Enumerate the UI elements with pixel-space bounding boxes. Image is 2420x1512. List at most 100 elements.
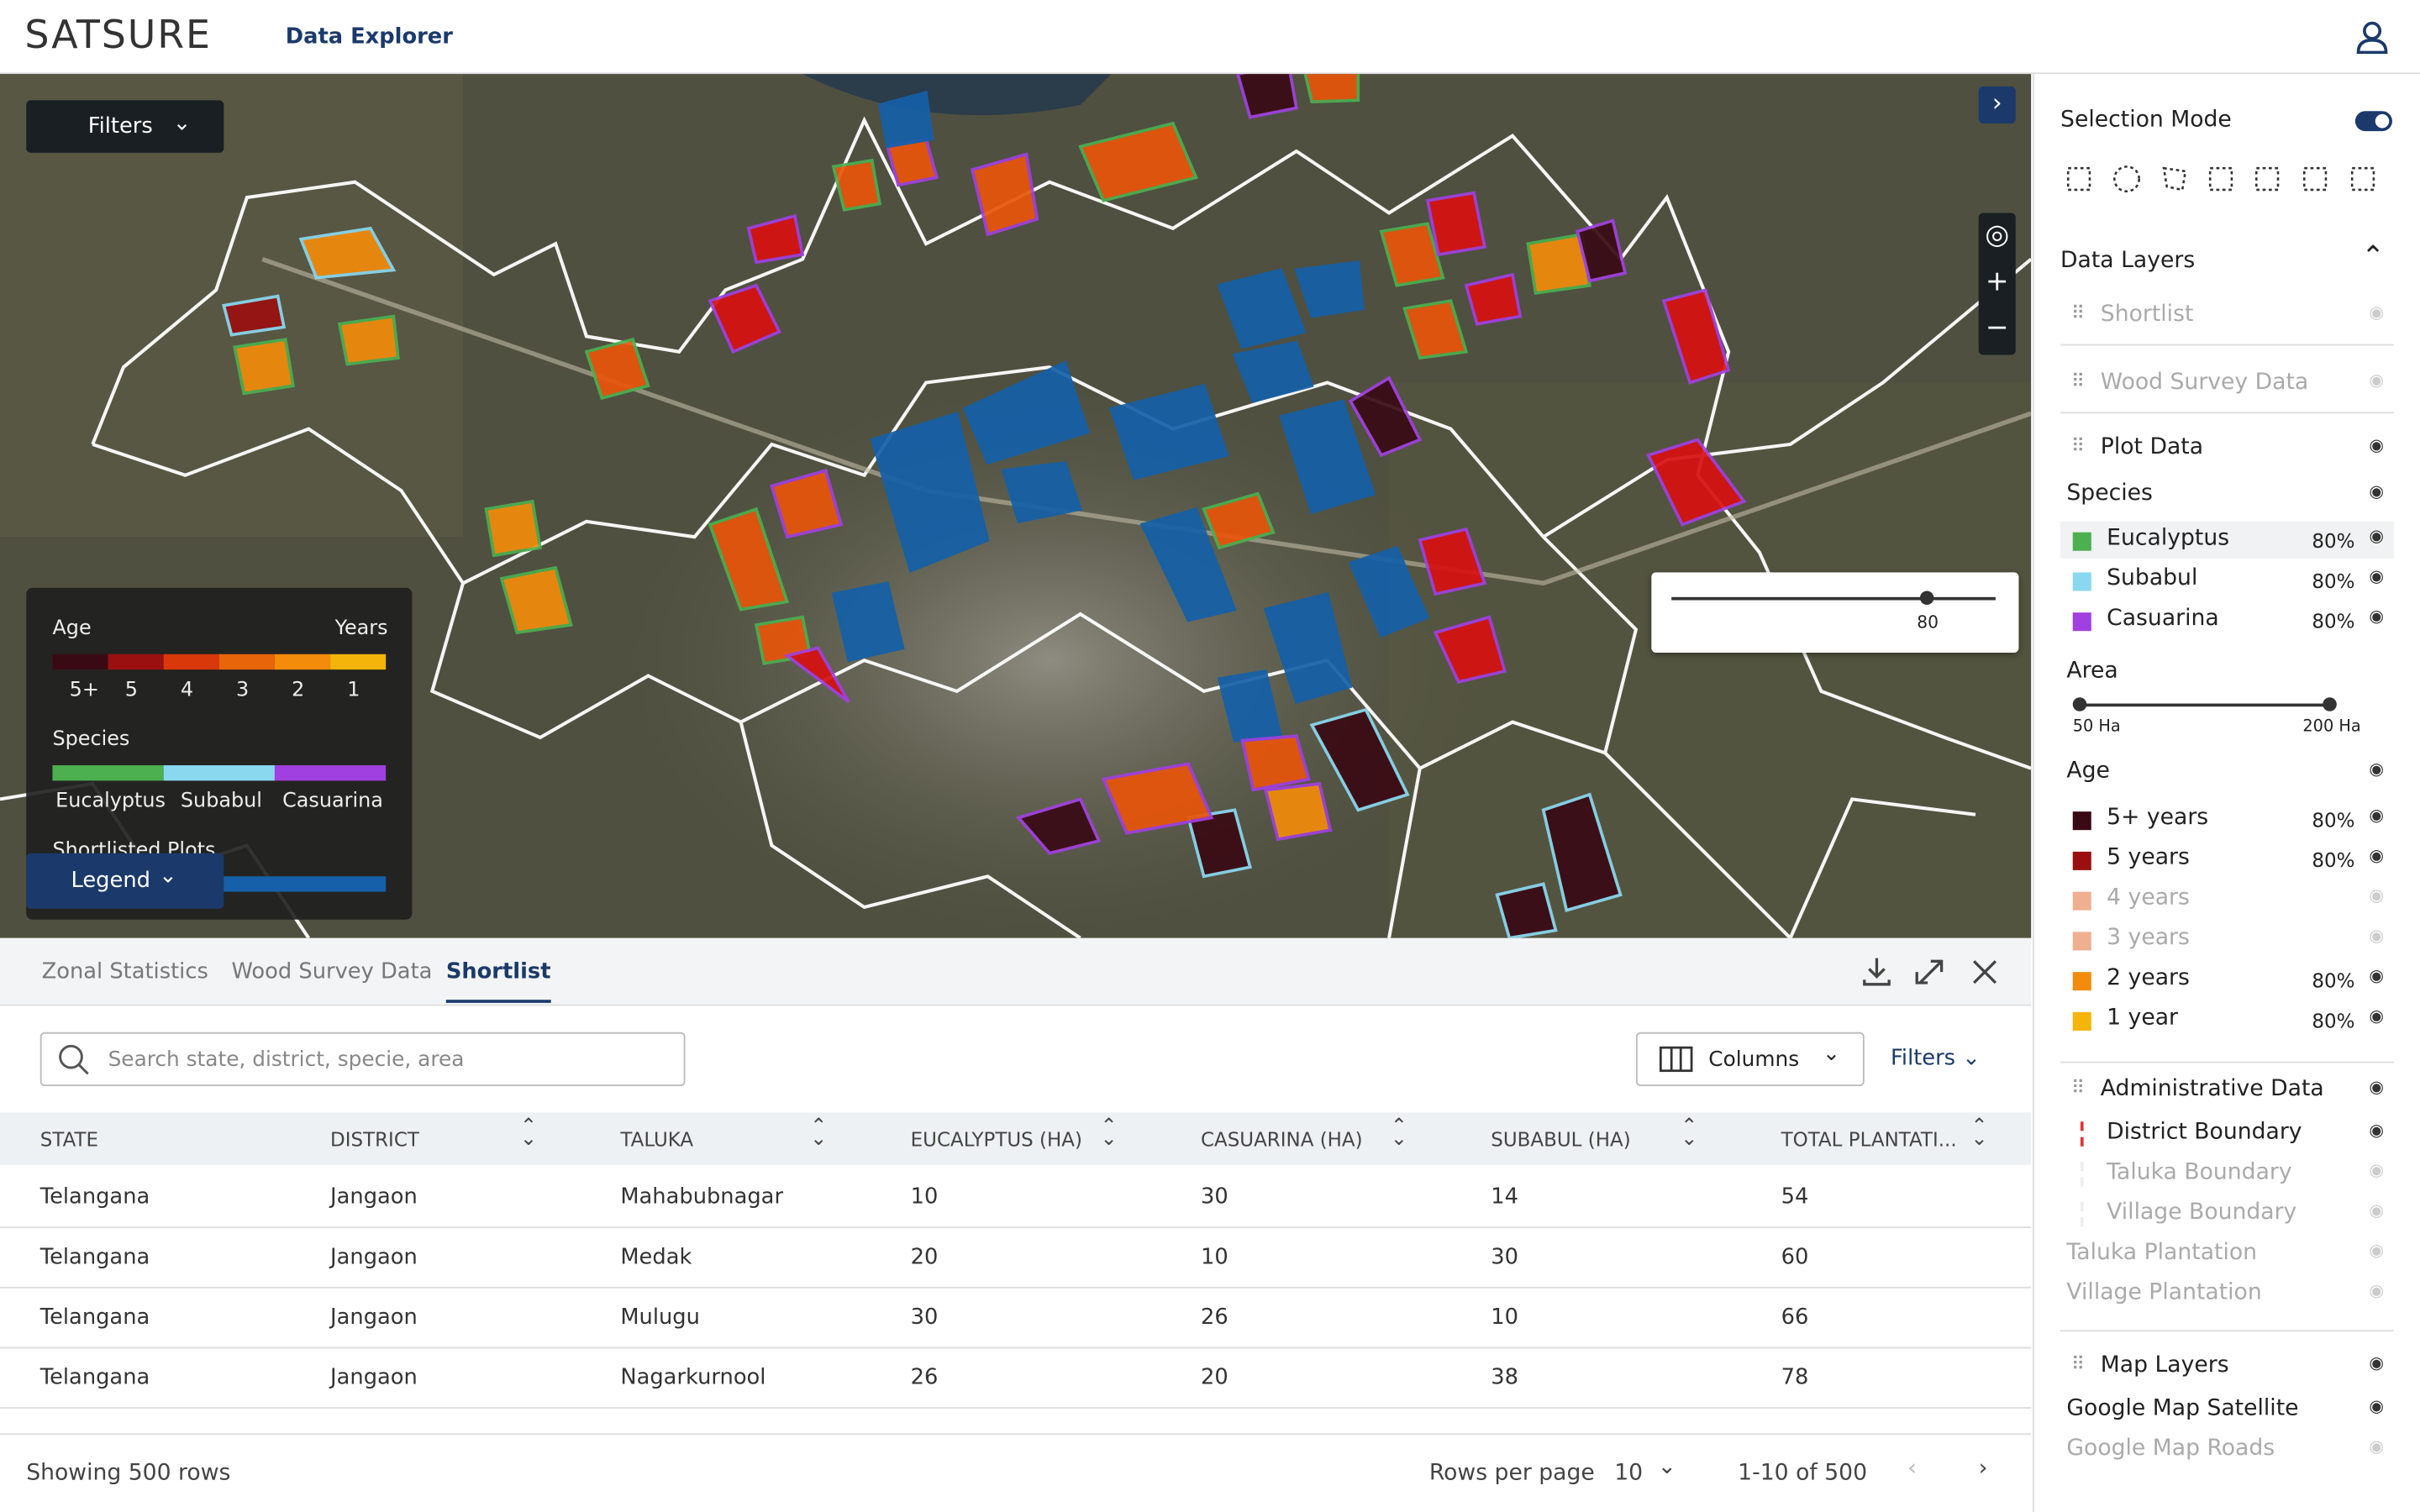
layer-item[interactable]: Casuarina 80% ◉ — [2034, 601, 2420, 638]
map[interactable]: Filters ⌄ › ◎ + − Age Years 5+ 5 4 3 2 1 Species Euc… — [0, 74, 2032, 938]
visibility-icon[interactable]: ◉ — [2369, 370, 2385, 391]
sort-icon[interactable]: ⌃ ⌄ — [810, 1115, 828, 1152]
selection-tools[interactable] — [2065, 164, 2390, 201]
area-thumb[interactable] — [2323, 697, 2337, 711]
visibility-icon[interactable]: ◉ — [2369, 965, 2385, 986]
visibility-icon[interactable]: ◉ — [2369, 566, 2385, 586]
layer-item[interactable]: ⠿ Shortlist ◉ — [2034, 297, 2420, 334]
layer-item[interactable]: 5+ years 80% ◉ — [2034, 801, 2420, 837]
visibility-icon[interactable]: ◉ — [2369, 481, 2385, 501]
zoom-out[interactable]: − — [1985, 312, 2009, 344]
visibility-icon[interactable]: ◉ — [2369, 526, 2385, 547]
layer-item[interactable]: Species ◉ — [2034, 477, 2420, 514]
slider-thumb[interactable] — [1919, 591, 1934, 606]
layer-item[interactable]: ⠿ Plot Data ◉ — [2034, 430, 2420, 467]
layer-item[interactable]: 5 years 80% ◉ — [2034, 841, 2420, 878]
tab-bar: Zonal Statistics Wood Survey Data Shortlis… — [0, 937, 2032, 1006]
visibility-icon[interactable]: ◉ — [2369, 1396, 2385, 1417]
search-box[interactable]: Search state, district, specie, area — [39, 1032, 686, 1087]
species-label: Eucalyptus — [55, 790, 166, 813]
filters-label: Filters — [1891, 1046, 1956, 1071]
table-cell: Mulugu — [620, 1305, 700, 1331]
visibility-icon[interactable]: ◉ — [2369, 606, 2385, 627]
layer-label: 2 years — [2107, 965, 2190, 991]
visibility-icon[interactable]: ◉ — [2369, 1200, 2385, 1221]
layer-item[interactable]: 4 years ◉ — [2034, 881, 2420, 918]
layer-item[interactable]: Taluka Boundary ◉ — [2034, 1156, 2420, 1193]
layer-item[interactable]: Taluka Plantation ◉ — [2034, 1236, 2420, 1273]
visibility-icon[interactable]: ◉ — [2369, 1240, 2385, 1261]
area-thumb[interactable] — [2072, 697, 2087, 711]
user-icon[interactable] — [2355, 20, 2389, 55]
layer-item[interactable]: Subabul 80% ◉ — [2034, 562, 2420, 599]
visibility-icon[interactable]: ◉ — [2369, 805, 2385, 826]
plot — [1101, 762, 1214, 835]
plot — [1495, 882, 1558, 938]
layer-item[interactable]: Area — [2034, 654, 2420, 691]
visibility-icon[interactable]: ◉ — [2369, 1280, 2385, 1301]
prev-page[interactable]: ‹ — [1907, 1456, 1917, 1482]
layer-item[interactable]: ⠿ Wood Survey Data ◉ — [2034, 365, 2420, 402]
filters-button[interactable]: Filters ⌄ — [26, 100, 224, 153]
visibility-icon[interactable]: ◉ — [2369, 434, 2385, 455]
layer-item[interactable]: Village Boundary ◉ — [2034, 1195, 2420, 1232]
tab[interactable]: Wood Survey Data — [231, 959, 433, 984]
tab[interactable]: Zonal Statistics — [41, 959, 208, 984]
table-filters[interactable]: Filters ⌄ — [1891, 1046, 1981, 1071]
plot — [870, 411, 990, 574]
layer-item[interactable]: Age ◉ — [2034, 754, 2420, 791]
page-size[interactable]: 10 — [1614, 1461, 1644, 1486]
locate[interactable]: ◎ — [1985, 218, 2010, 252]
sidebar: Selection Mode Data Layers ⌃ ⠿ Shortlist ◉… — [2032, 74, 2420, 1512]
layer-item[interactable]: ⠿ Administrative Data ◉ — [2034, 1073, 2420, 1110]
layer-item[interactable]: 1 year 80% ◉ — [2034, 1001, 2420, 1038]
layer-item[interactable]: 3 years ◉ — [2034, 921, 2420, 958]
collapse-button[interactable]: › — [1978, 86, 2016, 123]
visibility-icon[interactable]: ◉ — [2369, 845, 2385, 866]
layer-item[interactable]: Village Plantation ◉ — [2034, 1276, 2420, 1313]
visibility-icon[interactable]: ◉ — [2369, 885, 2385, 906]
visibility-icon[interactable]: ◉ — [2369, 759, 2385, 780]
tab[interactable]: Shortlist — [445, 959, 551, 1003]
layer-item[interactable]: Google Map Roads ◉ — [2034, 1431, 2420, 1468]
visibility-icon[interactable]: ◉ — [2369, 1160, 2385, 1181]
sort-icon[interactable]: ⌃ ⌄ — [1681, 1115, 1698, 1152]
separator — [2060, 344, 2394, 346]
visibility-icon[interactable]: ◉ — [2369, 1005, 2385, 1026]
age-label: 2 — [292, 679, 305, 702]
search-icon — [59, 1044, 89, 1075]
species-swatch — [274, 765, 387, 781]
opacity-percent: 80% — [2312, 969, 2355, 993]
visibility-icon[interactable]: ◉ — [2369, 302, 2385, 323]
visibility-icon[interactable]: ◉ — [2369, 1436, 2385, 1457]
layer-item[interactable]: Eucalyptus 80% ◉ — [2060, 521, 2394, 559]
plot — [1541, 792, 1623, 912]
sort-icon[interactable]: ⌃ ⌄ — [1390, 1115, 1407, 1152]
columns-button[interactable]: Columns ⌄ — [1635, 1032, 1865, 1087]
sort-icon[interactable]: ⌃ ⌄ — [1100, 1115, 1118, 1152]
zoom-controls[interactable]: ◎ + − — [1978, 213, 2016, 355]
table-cell: 26 — [910, 1365, 939, 1390]
next-page[interactable]: › — [1978, 1456, 1988, 1482]
visibility-icon[interactable]: ◉ — [2369, 1077, 2385, 1097]
panel-actions[interactable] — [1861, 955, 2000, 989]
visibility-icon[interactable]: ◉ — [2369, 926, 2385, 946]
layer-item[interactable]: District Boundary ◉ — [2034, 1116, 2420, 1152]
collapse-chevron[interactable]: ⌃ — [2361, 240, 2385, 274]
zoom-in[interactable]: + — [1985, 265, 2009, 298]
legend-button[interactable]: Legend ⌄ — [26, 853, 224, 909]
drag-handle: ⠿ — [2070, 434, 2086, 457]
layer-item[interactable]: Google Map Satellite ◉ — [2034, 1392, 2420, 1429]
slider-popup[interactable]: 80 — [1651, 572, 2019, 653]
layer-item[interactable]: ⠿ Map Layers ◉ — [2034, 1348, 2420, 1385]
sort-icon[interactable]: ⌃ ⌄ — [519, 1115, 538, 1152]
toggle[interactable] — [2354, 111, 2392, 132]
layer-label: 5+ years — [2107, 805, 2209, 831]
plot — [1526, 233, 1591, 296]
nav-link[interactable]: Data Explorer — [285, 24, 453, 50]
visibility-icon[interactable]: ◉ — [2369, 1120, 2385, 1141]
table-cell: Jangaon — [330, 1365, 418, 1390]
layer-item[interactable]: 2 years 80% ◉ — [2034, 961, 2420, 998]
visibility-icon[interactable]: ◉ — [2369, 1352, 2385, 1373]
sort-icon[interactable]: ⌃ ⌄ — [1970, 1115, 1988, 1152]
